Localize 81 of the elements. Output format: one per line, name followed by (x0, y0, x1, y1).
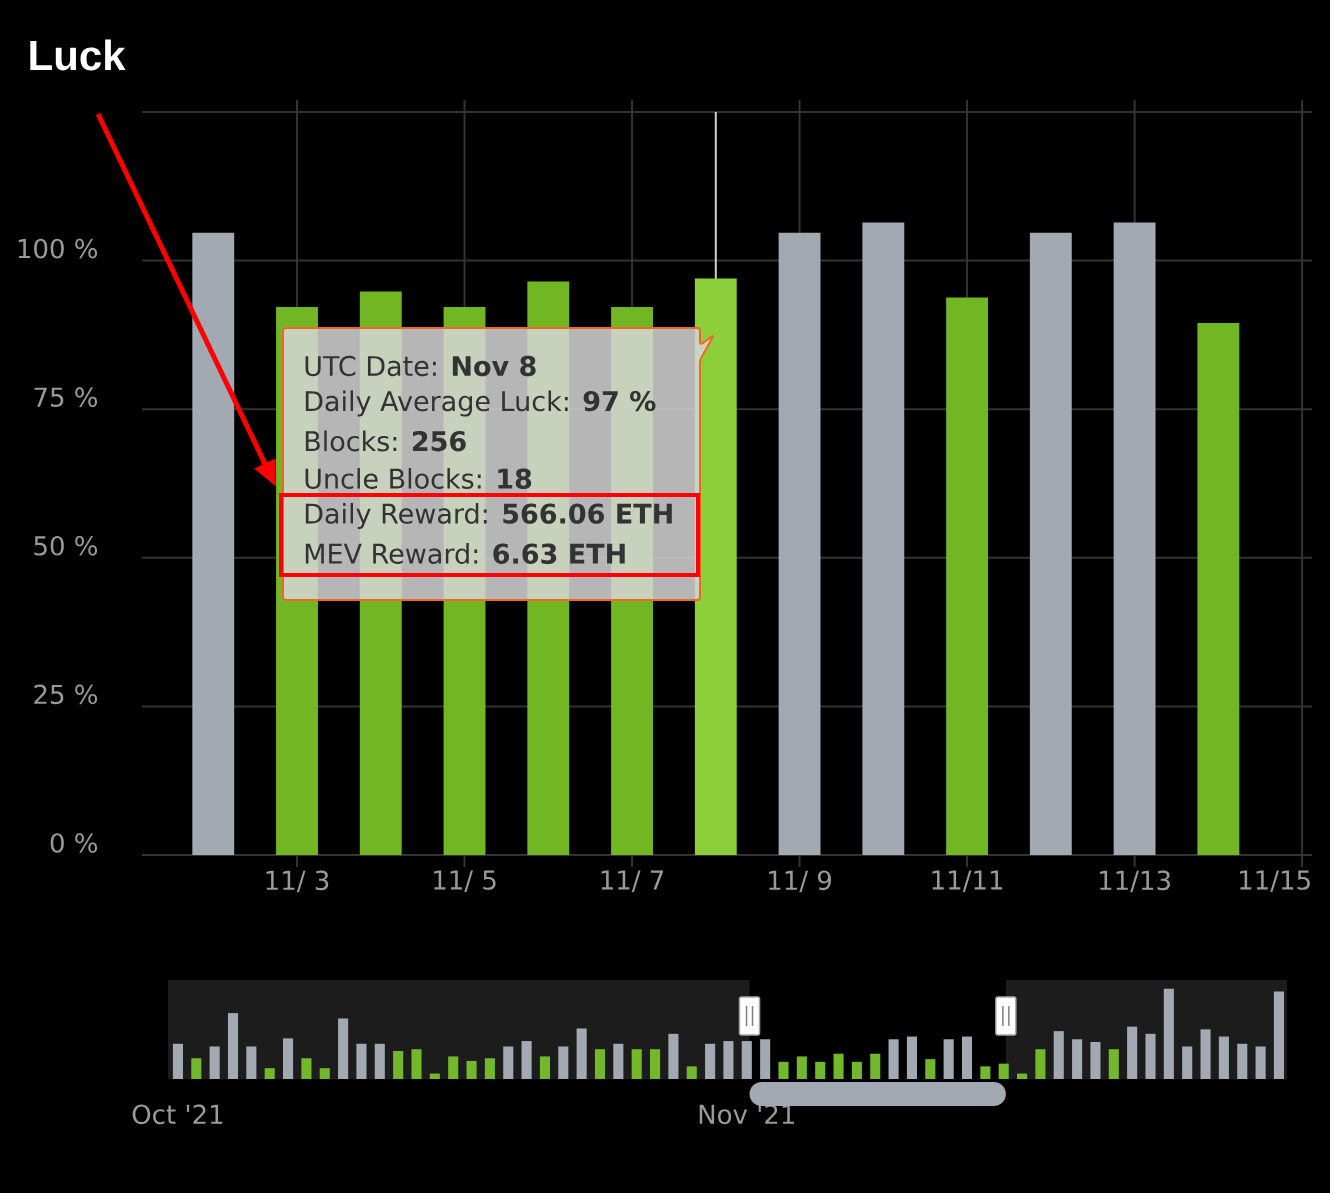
bar (851, 1061, 862, 1079)
bar (539, 1056, 550, 1079)
bar (668, 1033, 679, 1079)
x-tick-label: 11/15 (1240, 870, 1310, 892)
x-tick-label: 11/11 (932, 870, 1003, 892)
y-tick-label: 100 % (18, 238, 98, 259)
bar (301, 1058, 312, 1079)
bar (815, 1061, 826, 1079)
bar (338, 1018, 349, 1079)
bar (998, 1063, 1009, 1079)
bar (1163, 988, 1174, 1079)
bar (796, 1056, 807, 1079)
x-tick-label: Oct '21 (132, 1104, 223, 1125)
x-tick-label: 11/ 3 (266, 870, 329, 893)
bar (1108, 1049, 1119, 1079)
y-tick-label: 0 % (50, 833, 98, 853)
bar (264, 1068, 275, 1079)
bar (1035, 1049, 1046, 1079)
bar (1273, 991, 1284, 1079)
bar (1053, 1031, 1064, 1079)
y-tick-label: 50 % (34, 535, 98, 556)
bar (870, 1053, 881, 1079)
bar (705, 1043, 716, 1079)
bar (686, 1066, 697, 1079)
bar (1127, 1026, 1138, 1079)
bar (1237, 1043, 1248, 1079)
bar (1017, 1073, 1028, 1079)
bar (925, 1059, 936, 1079)
bar (723, 1041, 734, 1079)
bar (503, 1046, 514, 1079)
bar (741, 1041, 752, 1079)
annotation: MEV Reward: 6.63 ETH (305, 543, 625, 564)
bar (411, 1049, 422, 1079)
bar (466, 1060, 477, 1079)
bar (558, 1046, 569, 1079)
annotation: UTC Date: Nov 8 (305, 355, 536, 377)
bar (1200, 1029, 1211, 1079)
bar (1182, 1046, 1193, 1079)
bar (448, 1056, 459, 1079)
bar (393, 1050, 404, 1079)
x-tick-label: 11/ 7 (601, 870, 664, 892)
bar (980, 1066, 991, 1079)
bar (760, 1039, 771, 1079)
bar (1145, 1033, 1156, 1079)
bar (429, 1073, 440, 1079)
bar (172, 1043, 183, 1079)
annotation: Blocks: 256 (305, 430, 466, 452)
bar (594, 1049, 606, 1079)
bar (356, 1043, 367, 1079)
bar (246, 1046, 257, 1079)
annotation: Daily Reward: 566.06 ETH (305, 502, 672, 530)
bar (1072, 1039, 1083, 1079)
bar (576, 1028, 587, 1079)
bar (209, 1046, 220, 1079)
bar (650, 1049, 661, 1079)
annotation: Daily Average Luck: 97 % (305, 390, 656, 417)
bar (961, 1036, 973, 1079)
bar (521, 1041, 532, 1079)
x-tick-label: 11/ 9 (769, 870, 832, 893)
bar (613, 1043, 624, 1079)
bar (1218, 1036, 1229, 1079)
bar (191, 1058, 202, 1079)
bar (484, 1058, 495, 1079)
bar (906, 1036, 917, 1079)
bar (1090, 1041, 1101, 1079)
bar (319, 1068, 330, 1079)
bar (631, 1049, 642, 1079)
annotation: Uncle Blocks: 18 (305, 468, 532, 489)
bar (283, 1038, 294, 1079)
y-tick-label: 75 % (34, 387, 98, 408)
x-tick-label: 11/13 (1099, 870, 1170, 893)
x-tick-label: 11/ 5 (434, 870, 496, 892)
bar (888, 1039, 899, 1079)
bar (833, 1053, 844, 1079)
y-tick-label: 25 % (34, 684, 98, 705)
bar (1255, 1046, 1266, 1079)
bar (227, 1013, 239, 1079)
chart-title: Luck (30, 39, 126, 71)
bar (943, 1039, 954, 1079)
bar (778, 1061, 789, 1079)
bar (374, 1043, 385, 1079)
